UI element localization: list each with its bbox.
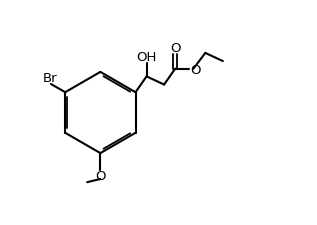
Text: O: O <box>191 64 201 77</box>
Text: OH: OH <box>137 51 157 64</box>
Text: Br: Br <box>42 72 57 85</box>
Text: O: O <box>170 43 180 56</box>
Text: O: O <box>95 170 106 183</box>
